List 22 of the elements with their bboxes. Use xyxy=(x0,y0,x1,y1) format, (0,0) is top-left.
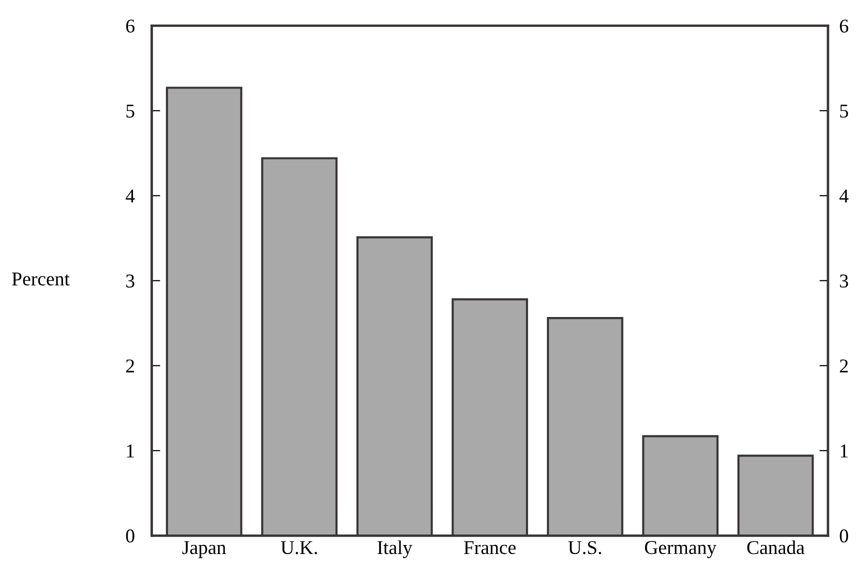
x-tick-label: France xyxy=(464,541,516,554)
y2-tick-label: 2 xyxy=(840,360,848,372)
y2-tick-label: 6 xyxy=(840,20,848,33)
y-tick-label: 4 xyxy=(126,190,135,202)
y-tick-label: 0 xyxy=(126,529,134,543)
y-tick-label: 6 xyxy=(126,20,134,33)
y-tick-label: 5 xyxy=(126,104,134,118)
x-tick-label: Italy xyxy=(377,540,412,558)
x-tick-label: Japan xyxy=(182,541,226,558)
y2-tick-label: 1 xyxy=(840,444,848,458)
y2-tick-label: 3 xyxy=(840,274,848,288)
y-tick-label: 3 xyxy=(126,274,134,288)
y-axis-title: Percent xyxy=(12,272,70,286)
y2-tick-label: 4 xyxy=(839,190,849,202)
x-tick-label: U.S. xyxy=(568,541,602,554)
x-tick-label: Canada xyxy=(747,540,804,554)
y2-tick-label: 5 xyxy=(840,104,848,118)
y-tick-label: 2 xyxy=(126,360,134,372)
x-tick-label: Germany xyxy=(644,541,716,558)
y2-tick-label: 0 xyxy=(840,529,848,543)
x-tick-label: U.K. xyxy=(280,541,317,554)
y-tick-label: 1 xyxy=(127,444,134,458)
